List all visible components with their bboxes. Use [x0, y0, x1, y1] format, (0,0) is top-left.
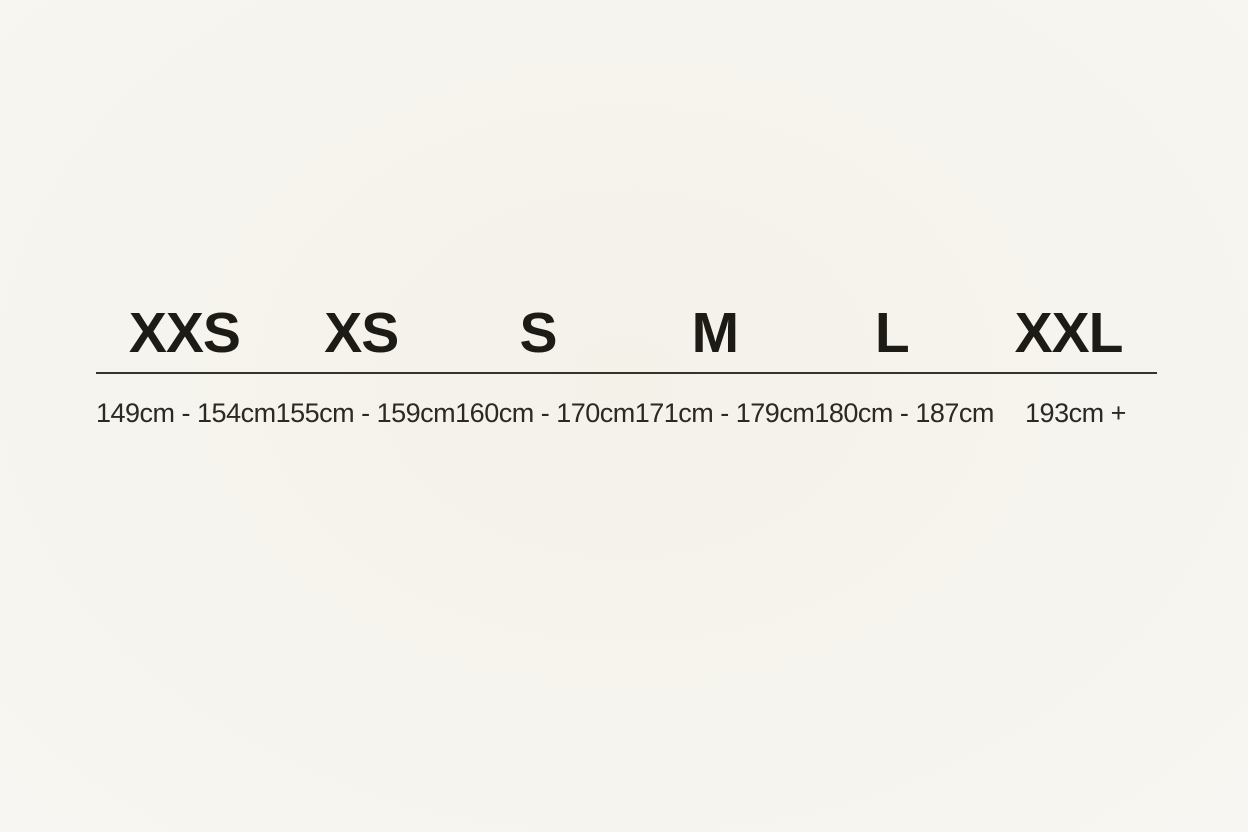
- size-label-m: M: [691, 301, 739, 365]
- size-labels-row: XXS XS S M L XXL: [96, 303, 1157, 363]
- size-chart: XXS XS S M L XXL 149cm - 154cm 155cm - 1…: [96, 303, 1157, 428]
- size-range-l: 180cm - 187cm: [814, 398, 994, 428]
- size-range-xxl: 193cm +: [1025, 398, 1126, 428]
- divider-rule: [96, 372, 1157, 374]
- height-ranges-row: 149cm - 154cm 155cm - 159cm 160cm - 170c…: [96, 398, 1157, 428]
- size-label-xxl: XXL: [1014, 301, 1124, 365]
- size-label-s: S: [519, 301, 558, 365]
- size-range-s: 160cm - 170cm: [455, 398, 635, 428]
- size-range-xs: 155cm - 159cm: [275, 398, 456, 428]
- size-label-xs: XS: [324, 301, 399, 365]
- size-label-xxs: XXS: [128, 301, 241, 365]
- size-range-m: 171cm - 179cm: [634, 398, 815, 428]
- size-label-l: L: [874, 301, 910, 365]
- size-range-xxs: 149cm - 154cm: [96, 398, 276, 428]
